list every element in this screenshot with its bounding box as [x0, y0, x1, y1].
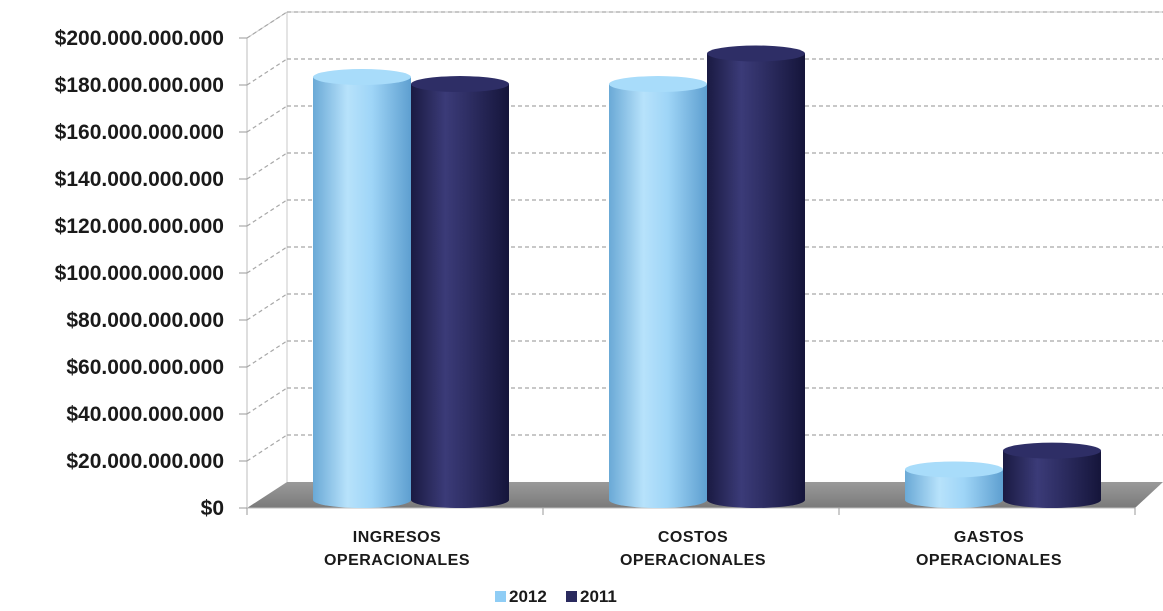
- y-tick-label: $100.000.000.000: [55, 262, 224, 285]
- bar-top: [905, 461, 1003, 478]
- bar-2012-2: [905, 461, 1003, 508]
- bar-body: [905, 469, 1003, 508]
- gridline-side: [246, 152, 288, 180]
- gridline-side: [246, 11, 288, 39]
- bar-body: [411, 84, 509, 508]
- bar-2011-2: [1003, 442, 1101, 508]
- x-category-label: COSTOS: [658, 529, 728, 546]
- y-tick-label: $120.000.000.000: [55, 215, 224, 238]
- y-tick-label: $20.000.000.000: [66, 450, 224, 473]
- x-category-label: OPERACIONALES: [916, 552, 1062, 569]
- legend-swatch-2012: [495, 591, 506, 602]
- bar-top: [313, 69, 411, 85]
- gridline-side: [246, 58, 288, 86]
- gridline-side: [246, 434, 288, 462]
- y-tick-label: $180.000.000.000: [55, 74, 224, 97]
- bar-2012-1: [609, 76, 707, 509]
- legend-swatch-2011: [566, 591, 577, 602]
- legend-label-2011: 2011: [580, 587, 617, 606]
- y-tick-label: $160.000.000.000: [55, 121, 224, 144]
- x-axis-category-labels: INGRESOS OPERACIONALES COSTOS OPERACIONALES…: [324, 529, 1062, 569]
- gridline-side: [246, 105, 288, 133]
- bar-body: [1003, 450, 1101, 508]
- gridline-side: [246, 246, 288, 274]
- gridline-side: [246, 293, 288, 321]
- legend: 2012 2011: [495, 587, 617, 606]
- x-category-label: OPERACIONALES: [324, 552, 470, 569]
- bars: [313, 45, 1101, 509]
- x-category-label: INGRESOS: [353, 529, 441, 546]
- legend-label-2012: 2012: [509, 587, 547, 606]
- y-tick-label: $140.000.000.000: [55, 168, 224, 191]
- x-category-label: GASTOS: [954, 529, 1024, 546]
- bar-body: [707, 53, 805, 508]
- y-tick-label: $80.000.000.000: [66, 309, 224, 332]
- bar-body: [609, 84, 707, 509]
- y-tick-label: $60.000.000.000: [66, 356, 224, 379]
- y-tick-label: $40.000.000.000: [66, 403, 224, 426]
- bar-2012-0: [313, 69, 411, 508]
- bar-top: [1003, 442, 1101, 459]
- bar-top: [609, 76, 707, 93]
- bar-body: [313, 77, 411, 508]
- y-tick-label: $0: [201, 497, 224, 520]
- gridline-side: [246, 340, 288, 368]
- y-axis-tick-labels: $0 $20.000.000.000 $40.000.000.000 $60.000.…: [55, 27, 224, 520]
- bar-top: [411, 76, 509, 93]
- x-category-label: OPERACIONALES: [620, 552, 766, 569]
- gridline-side: [246, 387, 288, 415]
- gridline-side: [246, 199, 288, 227]
- bar-2011-0: [411, 76, 509, 508]
- y-tick-label: $200.000.000.000: [55, 27, 224, 50]
- bar-top: [707, 45, 805, 62]
- bar-2011-1: [707, 45, 805, 508]
